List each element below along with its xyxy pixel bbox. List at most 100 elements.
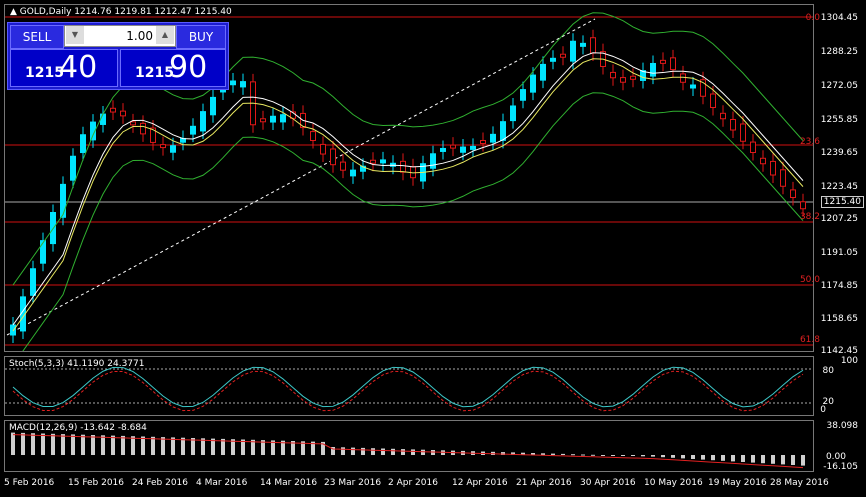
candle-body — [460, 146, 466, 153]
stochastic-label: Stoch(5,3,3) 41.1190 24.3771 — [9, 359, 145, 369]
macd-bar — [711, 455, 715, 461]
macd-bar — [101, 435, 105, 455]
candle-body — [680, 73, 686, 83]
macd-bar — [651, 455, 655, 457]
macd-bar — [91, 435, 95, 455]
candle-body — [630, 75, 636, 80]
macd-bar — [751, 455, 755, 463]
candle-body — [610, 71, 616, 79]
macd-bar — [301, 441, 305, 455]
date-label: 24 Feb 2016 — [132, 478, 189, 488]
lot-decrease-icon[interactable]: ▼ — [66, 26, 84, 44]
macd-bar — [561, 453, 565, 455]
moving-average-slow — [12, 58, 804, 332]
macd-level: 0.00 — [825, 452, 846, 462]
date-label: 10 May 2016 — [644, 478, 703, 488]
macd-bar — [291, 441, 295, 455]
candle-body — [490, 133, 496, 143]
price-axis-label: 1223.45 — [820, 182, 858, 192]
candle-body — [740, 123, 746, 142]
buy-quote[interactable]: 1215 90 — [120, 49, 226, 87]
macd-bar — [721, 455, 725, 461]
candle-body — [40, 240, 46, 264]
macd-bar — [41, 433, 45, 455]
candle-body — [690, 84, 696, 89]
price-axis-label: 1239.65 — [820, 148, 858, 158]
fib-label-0: 0.0 — [805, 13, 820, 23]
candle-body — [530, 74, 536, 93]
stoch-level: 100 — [840, 356, 858, 366]
moving-average-fast — [12, 52, 804, 326]
macd-bar — [321, 441, 325, 455]
candle-body — [400, 160, 406, 173]
candle-body — [750, 141, 756, 153]
macd-bar — [511, 452, 515, 455]
candle-body — [540, 63, 546, 81]
candle-body — [700, 79, 706, 97]
price-axis-label: 1174.85 — [820, 281, 858, 291]
macd-bar — [111, 435, 115, 455]
candle-body — [480, 140, 486, 145]
current-price-tag: 1215.40 — [820, 196, 864, 208]
candle-body — [190, 125, 196, 135]
date-label: 23 Mar 2016 — [324, 478, 382, 488]
macd-bar — [741, 455, 745, 462]
price-chart-panel[interactable] — [4, 4, 814, 352]
macd-bar — [131, 436, 135, 455]
candle-body — [560, 53, 566, 58]
macd-bar — [31, 433, 35, 455]
price-axis-label: 1158.65 — [820, 314, 858, 324]
macd-panel[interactable]: MACD(12,26,9) -13.642 -8.684 — [4, 420, 814, 472]
stoch-level: 20 — [822, 397, 834, 407]
stoch-main-line — [12, 366, 804, 408]
macd-bar — [271, 440, 275, 455]
price-axis-label: 1272.05 — [820, 81, 858, 91]
macd-bar — [211, 438, 215, 455]
candle-body — [70, 155, 76, 181]
macd-bar — [691, 455, 695, 459]
candle-body — [780, 169, 786, 187]
buy-button[interactable]: BUY — [176, 25, 226, 49]
macd-bar — [351, 447, 355, 455]
macd-level: 38.098 — [826, 421, 859, 431]
candle-body — [770, 160, 776, 176]
candle-body — [270, 115, 276, 123]
macd-bar — [381, 448, 385, 455]
macd-bar — [801, 455, 805, 466]
macd-bar — [261, 440, 265, 455]
candle-body — [580, 42, 586, 47]
macd-bar — [401, 449, 405, 455]
sell-button[interactable]: SELL — [10, 25, 64, 49]
sell-quote[interactable]: 1215 40 — [10, 49, 118, 87]
lot-increase-icon[interactable]: ▲ — [156, 26, 174, 44]
date-label: 2 Apr 2016 — [388, 478, 438, 488]
macd-bar — [731, 455, 735, 462]
macd-bar — [541, 453, 545, 455]
macd-bar — [521, 452, 525, 455]
macd-bar — [331, 447, 335, 455]
macd-bar — [761, 455, 765, 464]
macd-bar — [701, 455, 705, 460]
stoch-level: 0 — [820, 405, 826, 415]
candle-body — [360, 165, 366, 172]
candle-body — [550, 57, 556, 62]
candle-body — [140, 122, 146, 135]
candle-body — [650, 62, 656, 77]
macd-bar — [641, 455, 645, 457]
candle-body — [370, 159, 376, 164]
chart-title: ▲ GOLD,Daily 1214.76 1219.81 1212.47 121… — [10, 7, 232, 17]
lot-size-input[interactable]: 1.00 — [64, 25, 176, 47]
sell-price-prefix: 1215 — [25, 65, 64, 81]
stochastic-panel[interactable]: Stoch(5,3,3) 41.1190 24.3771 — [4, 356, 814, 416]
candle-body — [120, 110, 126, 117]
macd-bar — [201, 438, 205, 455]
macd-bar — [601, 455, 605, 456]
macd-bar — [611, 455, 615, 456]
macd-bar — [21, 432, 25, 455]
macd-bar — [61, 434, 65, 455]
macd-bar — [141, 436, 145, 455]
candle-body — [350, 169, 356, 177]
date-label: 4 Mar 2016 — [196, 478, 248, 488]
candle-body — [440, 147, 446, 152]
candle-body — [310, 131, 316, 142]
